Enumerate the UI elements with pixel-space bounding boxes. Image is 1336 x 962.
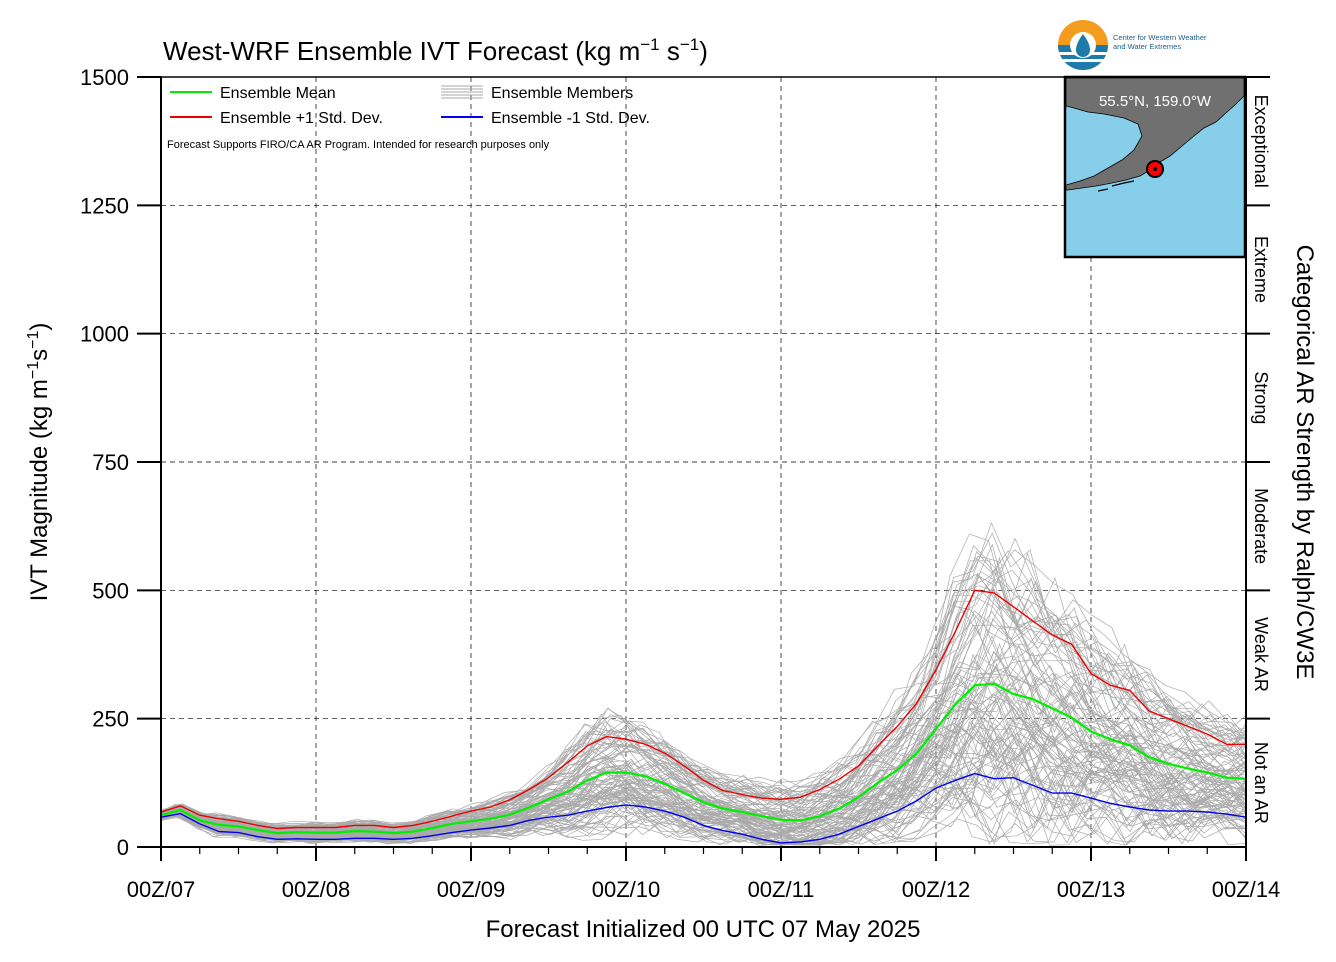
location-marker-center (1153, 167, 1157, 171)
y-tick-label: 1000 (80, 322, 129, 347)
x-tick-label: 00Z/07 (127, 877, 196, 902)
ensemble-member-line (160, 790, 1247, 846)
y-tick-label: 1250 (80, 193, 129, 218)
ensemble-member-line (160, 759, 1247, 846)
y-tick-label: 1500 (80, 65, 129, 90)
y-tick-label: 750 (92, 450, 129, 475)
cw3e-logo-text: Center for Western Weather and Water Ext… (1113, 33, 1207, 51)
x-tick-label: 00Z/10 (592, 877, 661, 902)
ensemble-1-std-dev-line (160, 772, 1247, 844)
category-label: Not an AR (1251, 742, 1271, 824)
x-tick-label: 00Z/14 (1212, 877, 1281, 902)
ensemble-member-line (160, 707, 1247, 840)
x-tick-label: 00Z/09 (437, 877, 506, 902)
x-axis-label: Forecast Initialized 00 UTC 07 May 2025 (486, 916, 921, 943)
legend-label-mean: Ensemble Mean (220, 85, 336, 102)
category-label: Weak AR (1251, 617, 1271, 692)
ensemble-member-line (160, 578, 1247, 829)
ensemble-member-line (160, 521, 1247, 825)
cw3e-logo-icon (1058, 20, 1108, 70)
ensemble-member-line (160, 676, 1247, 837)
ensemble-member-line (160, 594, 1247, 830)
legend-label-members: Ensemble Members (491, 85, 633, 102)
y-axis-ticks: 0 250 500 750 1000 1250 1500 (80, 65, 161, 860)
y-tick-label: 0 (117, 835, 129, 860)
category-labels: Not an AR Weak AR Moderate Strong Extreme Exc… (1251, 95, 1271, 824)
x-tick-label: 00Z/12 (902, 877, 971, 902)
legend: Ensemble Mean Ensemble +1 Std. Dev. Ense… (167, 85, 650, 151)
ensemble-member-line (160, 532, 1247, 828)
y-tick-label: 500 (92, 578, 129, 603)
legend-label-plus: Ensemble +1 Std. Dev. (220, 110, 383, 127)
right-axis-label: Categorical AR Strength by Ralph/CW3E (1291, 245, 1318, 680)
ensemble-member-line (160, 712, 1247, 838)
inset-island-chain (1097, 180, 1135, 192)
series-lines (160, 589, 1247, 844)
category-label: Extreme (1251, 236, 1271, 303)
location-inset-map: 55.5°N, 159.0°W (1063, 75, 1247, 259)
ensemble-member-line (160, 537, 1247, 827)
ensemble-member-line (160, 770, 1247, 846)
inset-location-label: 55.5°N, 159.0°W (1099, 93, 1212, 110)
y-axis-label: IVT Magnitude (kg m−1s−1) (25, 323, 53, 602)
x-tick-label: 00Z/11 (748, 877, 815, 902)
ensemble-member-line (160, 704, 1247, 838)
x-tick-label: 00Z/08 (282, 877, 351, 902)
chart-title: West-WRF Ensemble IVT Forecast (kg m−1 s… (163, 35, 708, 66)
research-note: Forecast Supports FIRO/CA AR Program. In… (167, 139, 550, 151)
legend-label-minus: Ensemble -1 Std. Dev. (491, 110, 650, 127)
ensemble-member-line (160, 789, 1247, 846)
ensemble-members (160, 521, 1247, 846)
category-label: Exceptional (1251, 95, 1271, 188)
ensemble-mean-line (160, 682, 1247, 835)
ensemble-member-line (160, 749, 1247, 845)
category-label: Moderate (1251, 488, 1271, 564)
x-tick-label: 00Z/13 (1057, 877, 1126, 902)
legend-swatch-members (441, 85, 483, 99)
y-tick-label: 250 (92, 707, 129, 732)
x-axis-ticks: 00Z/07 00Z/08 00Z/09 00Z/10 00Z/11 00Z/12 00Z/… (127, 847, 1281, 902)
category-separators (1246, 76, 1270, 720)
inset-land (1065, 77, 1245, 191)
ensemble-1-std-dev-line (160, 589, 1246, 830)
category-label: Strong (1251, 371, 1271, 424)
